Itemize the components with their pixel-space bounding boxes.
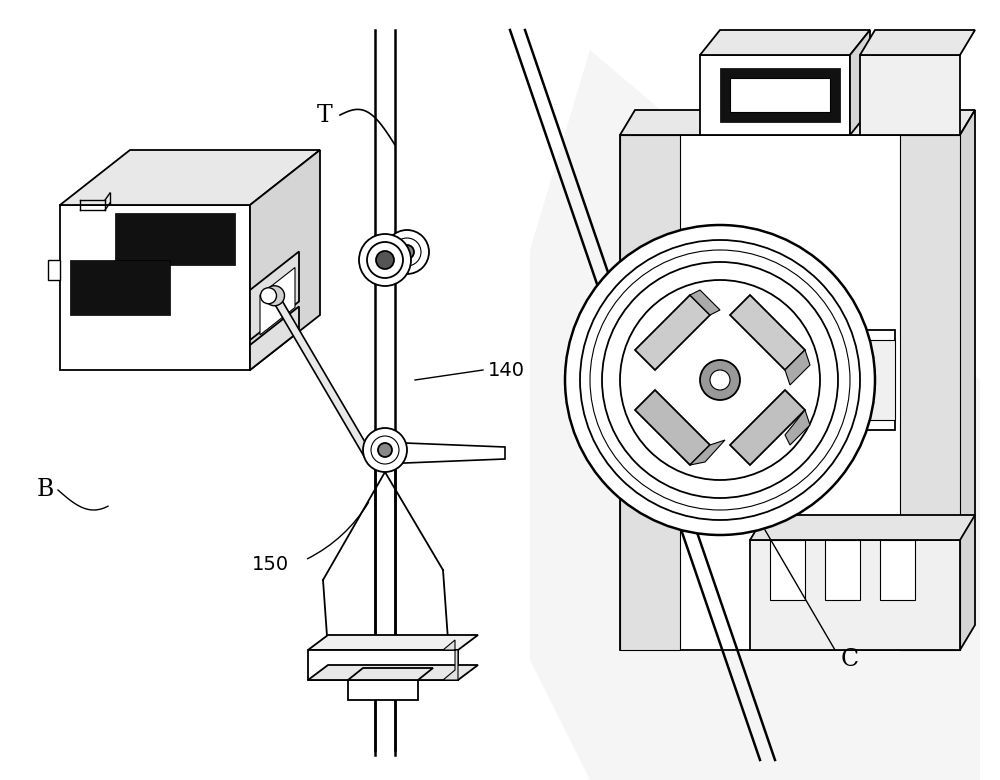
- Polygon shape: [750, 540, 960, 650]
- Polygon shape: [443, 640, 458, 680]
- Polygon shape: [348, 668, 433, 680]
- Circle shape: [359, 234, 411, 286]
- Circle shape: [602, 262, 838, 498]
- Circle shape: [590, 250, 850, 510]
- Polygon shape: [730, 390, 805, 465]
- Circle shape: [565, 225, 875, 535]
- Text: 140: 140: [488, 360, 525, 380]
- Polygon shape: [348, 680, 418, 700]
- Circle shape: [400, 245, 414, 259]
- Polygon shape: [635, 295, 710, 370]
- Polygon shape: [860, 30, 975, 55]
- Polygon shape: [250, 251, 299, 340]
- Polygon shape: [70, 260, 170, 315]
- Polygon shape: [620, 135, 960, 650]
- Circle shape: [393, 238, 421, 266]
- Polygon shape: [785, 410, 810, 445]
- Polygon shape: [620, 110, 975, 135]
- Text: 150: 150: [251, 555, 289, 575]
- Polygon shape: [690, 290, 720, 315]
- Polygon shape: [730, 78, 830, 112]
- Circle shape: [260, 288, 276, 303]
- Polygon shape: [274, 288, 365, 458]
- Circle shape: [580, 240, 860, 520]
- Circle shape: [378, 443, 392, 457]
- Circle shape: [376, 251, 394, 269]
- Polygon shape: [900, 135, 960, 650]
- Polygon shape: [250, 307, 299, 370]
- Polygon shape: [785, 350, 810, 385]
- Polygon shape: [620, 135, 680, 650]
- Polygon shape: [750, 515, 975, 540]
- Polygon shape: [720, 68, 840, 122]
- Polygon shape: [860, 340, 895, 420]
- Polygon shape: [690, 440, 725, 465]
- Polygon shape: [308, 665, 478, 680]
- Circle shape: [710, 370, 730, 390]
- Polygon shape: [850, 30, 870, 135]
- Polygon shape: [825, 540, 860, 600]
- Polygon shape: [115, 213, 235, 265]
- Circle shape: [385, 230, 429, 274]
- Polygon shape: [380, 442, 505, 464]
- Circle shape: [264, 285, 285, 306]
- Circle shape: [363, 428, 407, 472]
- Circle shape: [700, 360, 740, 400]
- Polygon shape: [730, 295, 805, 370]
- Text: C: C: [841, 648, 859, 672]
- Polygon shape: [60, 205, 250, 370]
- Text: B: B: [36, 478, 54, 502]
- Polygon shape: [700, 30, 870, 55]
- Polygon shape: [60, 150, 320, 205]
- Polygon shape: [960, 110, 975, 650]
- Polygon shape: [880, 540, 915, 600]
- Circle shape: [367, 242, 403, 278]
- Polygon shape: [635, 390, 710, 465]
- Polygon shape: [860, 55, 960, 135]
- Circle shape: [620, 280, 820, 480]
- Polygon shape: [530, 50, 980, 780]
- Text: T: T: [317, 104, 333, 126]
- Polygon shape: [308, 650, 458, 680]
- Polygon shape: [260, 268, 295, 335]
- Circle shape: [371, 436, 399, 464]
- Polygon shape: [250, 150, 320, 370]
- Polygon shape: [308, 635, 478, 650]
- Polygon shape: [770, 540, 805, 600]
- Polygon shape: [700, 55, 850, 135]
- Polygon shape: [838, 330, 895, 430]
- Polygon shape: [48, 260, 60, 280]
